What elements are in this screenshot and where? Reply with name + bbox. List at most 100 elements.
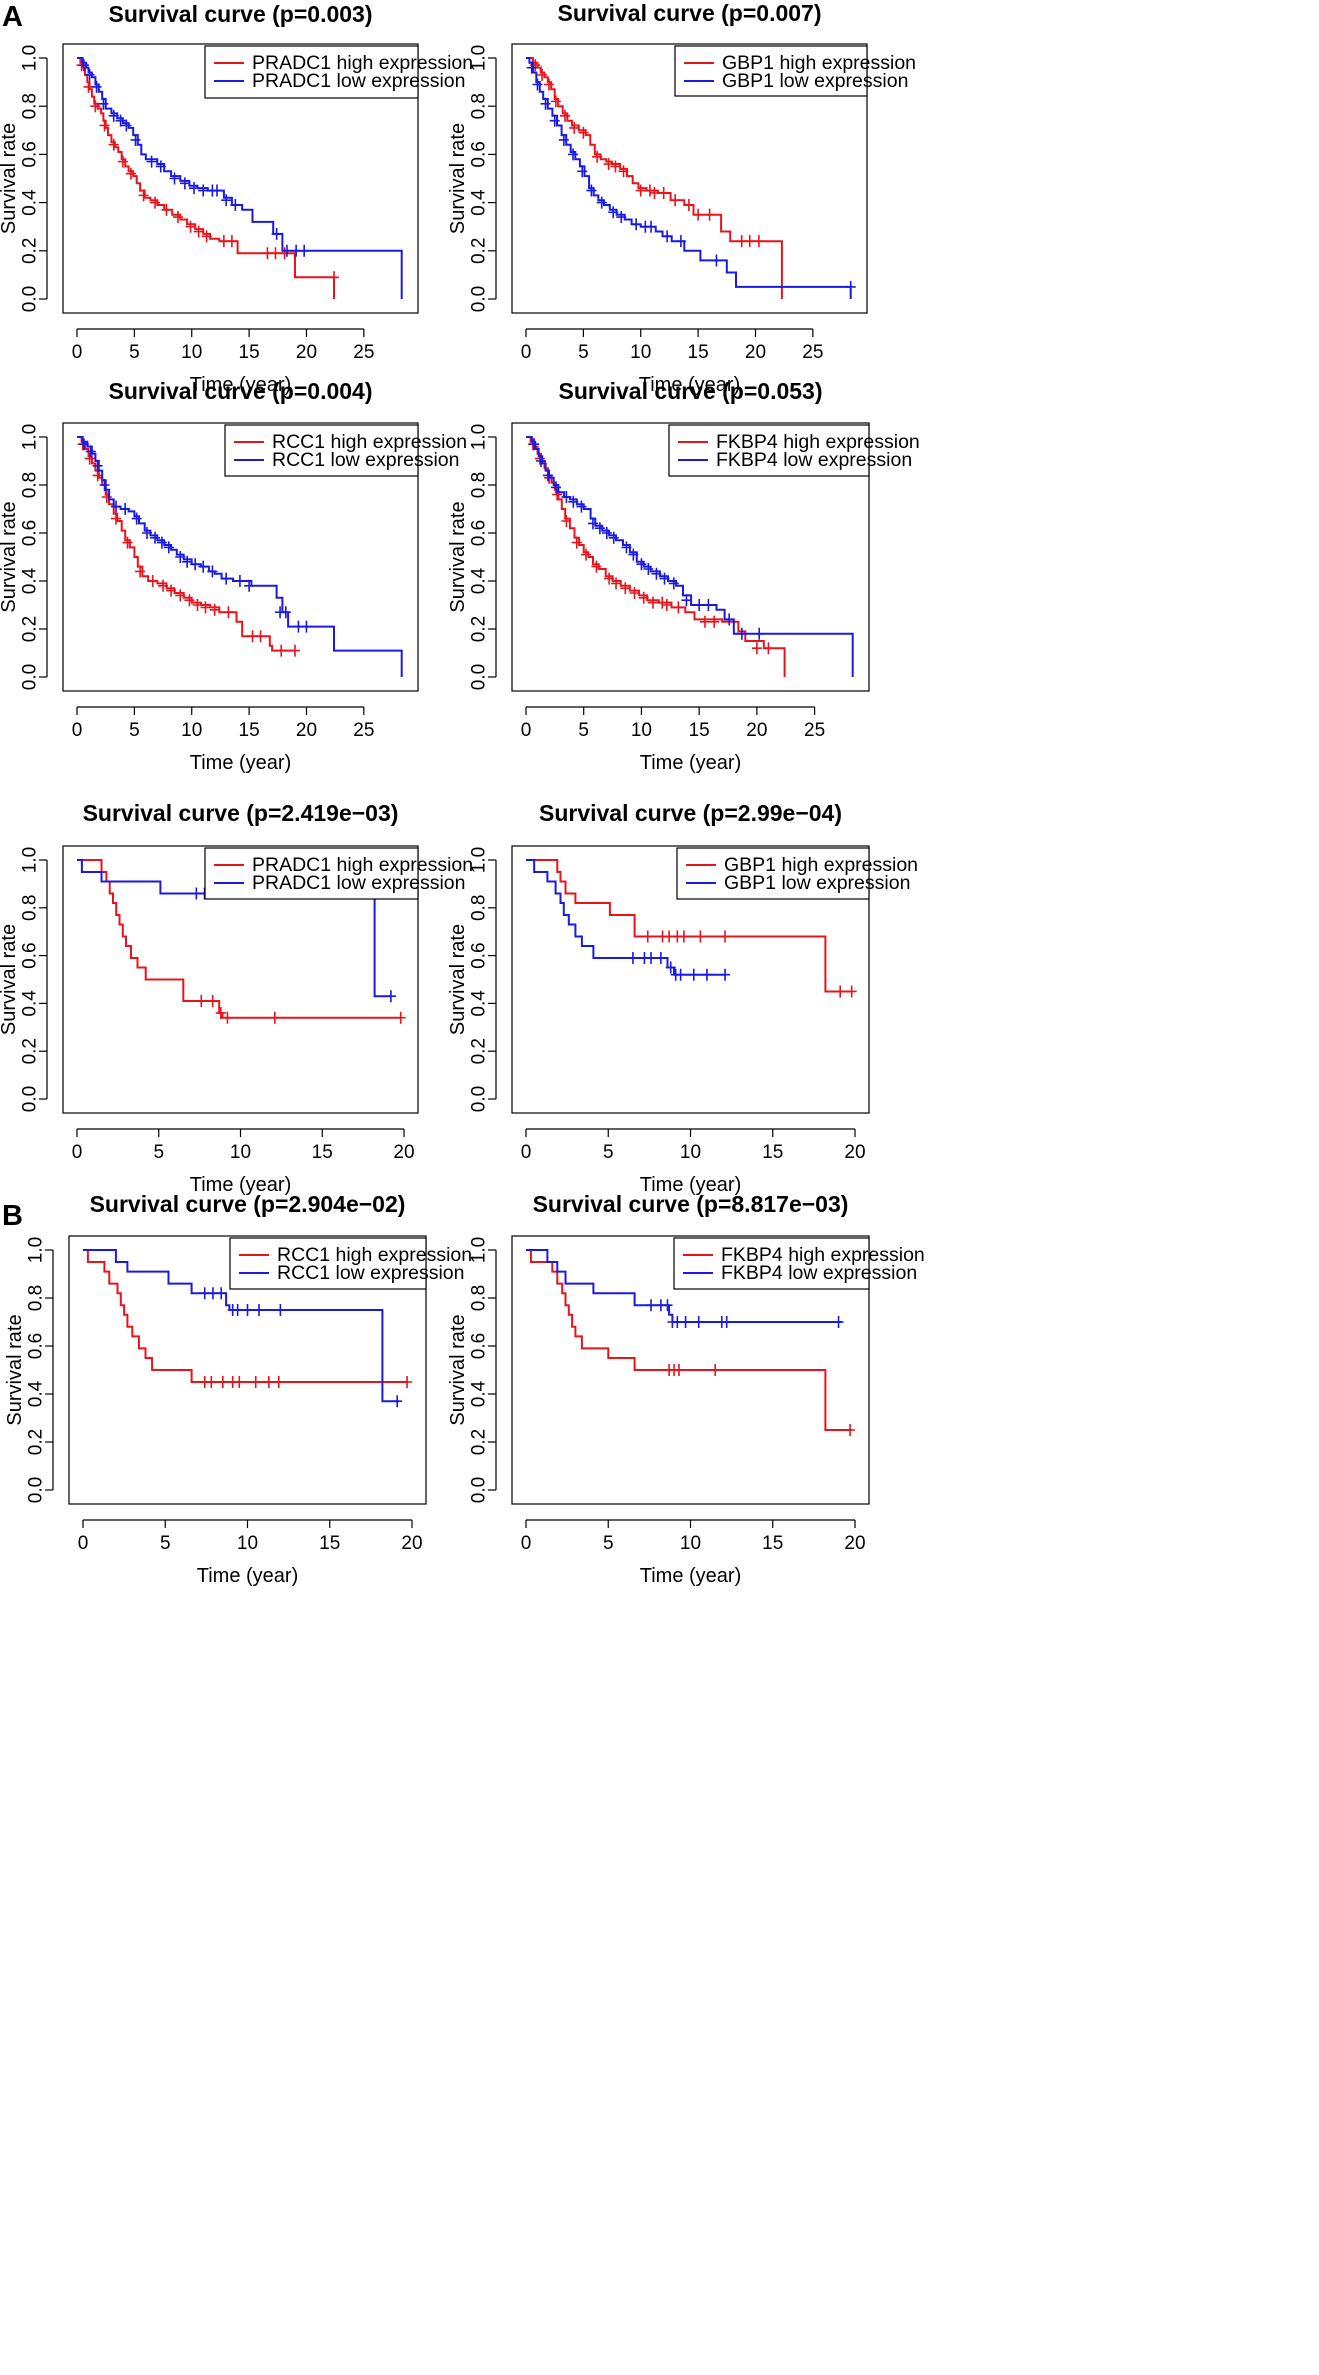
censor-mark bbox=[135, 565, 146, 578]
x-tick-label: 0 bbox=[521, 1533, 532, 1554]
censor-mark bbox=[280, 606, 291, 619]
y-tick-label: 0.2 bbox=[20, 238, 41, 264]
x-tick-label: 5 bbox=[129, 720, 140, 741]
y-tick-label: 0.6 bbox=[20, 942, 41, 968]
legend-label-high: FKBP4 high expression bbox=[716, 431, 920, 453]
censor-mark bbox=[163, 541, 174, 554]
censor-mark bbox=[234, 1376, 245, 1388]
censor-mark bbox=[763, 642, 774, 655]
series-high-line bbox=[83, 1249, 408, 1383]
censor-mark bbox=[751, 642, 762, 655]
series-low-line bbox=[526, 859, 725, 976]
censor-mark bbox=[99, 479, 110, 491]
censor-mark bbox=[833, 1316, 844, 1328]
censor-mark bbox=[845, 1424, 856, 1436]
censor-mark bbox=[736, 627, 747, 640]
series-low-line bbox=[526, 1249, 842, 1323]
censor-mark bbox=[543, 78, 554, 91]
censor-mark bbox=[659, 572, 670, 585]
censor-mark bbox=[115, 114, 126, 127]
legend-label-low: GBP1 low expression bbox=[724, 872, 910, 894]
censor-mark bbox=[642, 930, 653, 943]
censor-mark bbox=[680, 1316, 691, 1328]
chart-4: Survival curve (p=0.053) 0 5 10 15 20 25 Time (… bbox=[447, 378, 920, 774]
x-tick-label: 10 bbox=[630, 342, 651, 363]
censor-mark bbox=[179, 177, 190, 190]
chart-3: Survival curve (p=0.004) 0 5 10 15 20 25 Time (… bbox=[0, 378, 467, 774]
censor-mark bbox=[392, 1395, 403, 1408]
x-tick-label: 15 bbox=[689, 720, 710, 741]
censor-mark bbox=[84, 452, 95, 465]
x-tick-label: 10 bbox=[181, 342, 202, 363]
censor-mark bbox=[646, 951, 657, 964]
censor-mark bbox=[670, 194, 681, 207]
censor-mark bbox=[655, 951, 666, 964]
y-tick-label: 0.6 bbox=[20, 141, 41, 167]
legend-box bbox=[224, 424, 419, 477]
censor-mark bbox=[117, 155, 128, 168]
plot-frame bbox=[511, 43, 868, 314]
censor-mark bbox=[169, 172, 180, 185]
x-tick-label: 20 bbox=[746, 720, 767, 741]
censor-mark bbox=[84, 68, 95, 81]
chart-1: Survival curve (p=0.003) 0 5 10 15 20 25 Time (… bbox=[0, 1, 473, 396]
y-axis-label: Survival rate bbox=[447, 1314, 469, 1425]
series-low-line bbox=[526, 436, 854, 677]
plot-frame bbox=[68, 1235, 427, 1505]
censor-mark bbox=[108, 109, 119, 122]
legend-box bbox=[674, 45, 868, 97]
censor-mark bbox=[586, 184, 597, 197]
censor-mark bbox=[549, 114, 560, 127]
x-tick-label: 20 bbox=[296, 342, 317, 363]
censor-mark bbox=[206, 1376, 217, 1388]
y-tick-label: 0.6 bbox=[20, 520, 41, 546]
censor-mark bbox=[701, 968, 712, 981]
y-tick-label: 1.0 bbox=[20, 424, 41, 450]
censor-mark bbox=[647, 596, 658, 609]
y-tick-label: 0.6 bbox=[469, 1333, 490, 1359]
censor-mark bbox=[121, 119, 132, 132]
plot-frame bbox=[62, 43, 419, 314]
censor-mark bbox=[150, 196, 161, 209]
x-tick-label: 15 bbox=[688, 342, 709, 363]
censor-mark bbox=[720, 930, 731, 943]
censor-mark bbox=[592, 150, 603, 163]
censor-mark bbox=[255, 630, 266, 643]
x-axis-label: Time (year) bbox=[639, 374, 740, 396]
plot-frame bbox=[62, 845, 419, 1114]
legend-label-low: RCC1 low expression bbox=[272, 449, 460, 471]
legend-label-low: GBP1 low expression bbox=[722, 70, 908, 92]
y-tick-label: 0.8 bbox=[469, 895, 490, 921]
y-tick-label: 1.0 bbox=[20, 847, 41, 873]
y-tick-label: 0.6 bbox=[469, 520, 490, 546]
censor-mark bbox=[166, 584, 177, 597]
x-tick-label: 5 bbox=[603, 1533, 614, 1554]
chart-6: Survival curve (p=2.99e−04) 0 5 10 15 20 Time … bbox=[447, 800, 918, 1196]
censor-mark bbox=[78, 438, 89, 451]
censor-mark bbox=[234, 575, 245, 587]
censor-mark bbox=[101, 491, 112, 503]
censor-mark bbox=[703, 599, 714, 611]
x-tick-label: 0 bbox=[521, 342, 532, 363]
censor-mark bbox=[627, 951, 638, 964]
censor-mark bbox=[587, 517, 598, 530]
censor-mark bbox=[651, 567, 662, 580]
x-tick-label: 5 bbox=[578, 342, 589, 363]
censor-mark bbox=[242, 1304, 253, 1316]
legend-label-low: FKBP4 low expression bbox=[721, 1262, 917, 1284]
censor-mark bbox=[211, 184, 222, 197]
y-tick-label: 0.0 bbox=[469, 664, 490, 690]
chart-8: Survival curve (p=8.817e−03) 0 5 10 15 20 Time… bbox=[447, 1191, 925, 1587]
y-tick-label: 0.8 bbox=[20, 472, 41, 498]
censor-mark bbox=[631, 218, 642, 231]
censor-mark bbox=[552, 488, 563, 501]
x-tick-label: 20 bbox=[844, 1142, 865, 1163]
x-tick-label: 25 bbox=[804, 720, 825, 741]
x-tick-label: 10 bbox=[181, 720, 202, 741]
plot-frame bbox=[511, 845, 870, 1114]
censor-mark bbox=[385, 990, 396, 1003]
censor-mark bbox=[704, 208, 715, 221]
